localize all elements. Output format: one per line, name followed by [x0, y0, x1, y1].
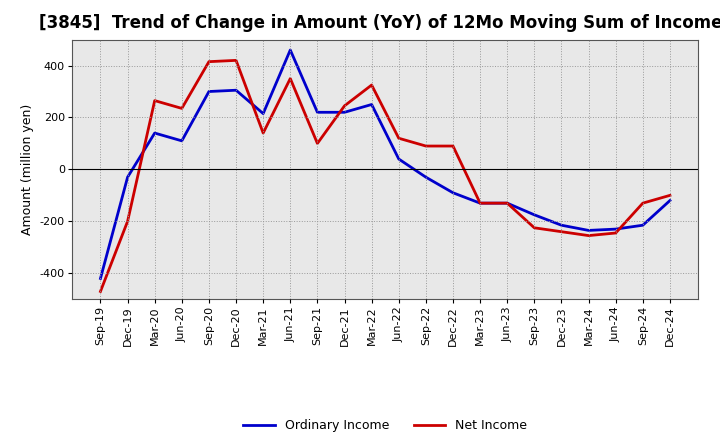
Net Income [395, 136, 403, 141]
Ordinary Income [476, 201, 485, 206]
Net Income [367, 82, 376, 88]
Ordinary Income [449, 190, 457, 195]
Ordinary Income [367, 102, 376, 107]
Ordinary Income [503, 201, 511, 206]
Net Income [123, 219, 132, 224]
Ordinary Income [232, 88, 240, 93]
Y-axis label: Amount (million yen): Amount (million yen) [22, 104, 35, 235]
Legend: Ordinary Income, Net Income: Ordinary Income, Net Income [238, 414, 532, 437]
Net Income [96, 289, 105, 294]
Net Income [611, 231, 620, 236]
Title: [3845]  Trend of Change in Amount (YoY) of 12Mo Moving Sum of Incomes: [3845] Trend of Change in Amount (YoY) o… [38, 15, 720, 33]
Net Income [503, 201, 511, 206]
Net Income [530, 225, 539, 231]
Net Income [421, 143, 430, 149]
Ordinary Income [123, 175, 132, 180]
Net Income [178, 106, 186, 111]
Ordinary Income [530, 212, 539, 217]
Ordinary Income [584, 228, 593, 233]
Line: Net Income: Net Income [101, 60, 670, 291]
Net Income [476, 201, 485, 206]
Net Income [665, 193, 674, 198]
Ordinary Income [150, 130, 159, 136]
Ordinary Income [557, 223, 566, 228]
Net Income [150, 98, 159, 103]
Ordinary Income [395, 156, 403, 161]
Net Income [449, 143, 457, 149]
Net Income [286, 76, 294, 81]
Line: Ordinary Income: Ordinary Income [101, 50, 670, 279]
Net Income [341, 103, 349, 108]
Ordinary Income [639, 223, 647, 228]
Ordinary Income [313, 110, 322, 115]
Ordinary Income [665, 198, 674, 203]
Ordinary Income [421, 175, 430, 180]
Ordinary Income [178, 138, 186, 143]
Ordinary Income [611, 227, 620, 232]
Net Income [232, 58, 240, 63]
Net Income [584, 233, 593, 238]
Ordinary Income [204, 89, 213, 94]
Ordinary Income [286, 48, 294, 53]
Ordinary Income [96, 276, 105, 281]
Net Income [259, 130, 268, 136]
Ordinary Income [341, 110, 349, 115]
Ordinary Income [259, 111, 268, 116]
Net Income [557, 229, 566, 235]
Net Income [313, 141, 322, 146]
Net Income [204, 59, 213, 64]
Net Income [639, 201, 647, 206]
